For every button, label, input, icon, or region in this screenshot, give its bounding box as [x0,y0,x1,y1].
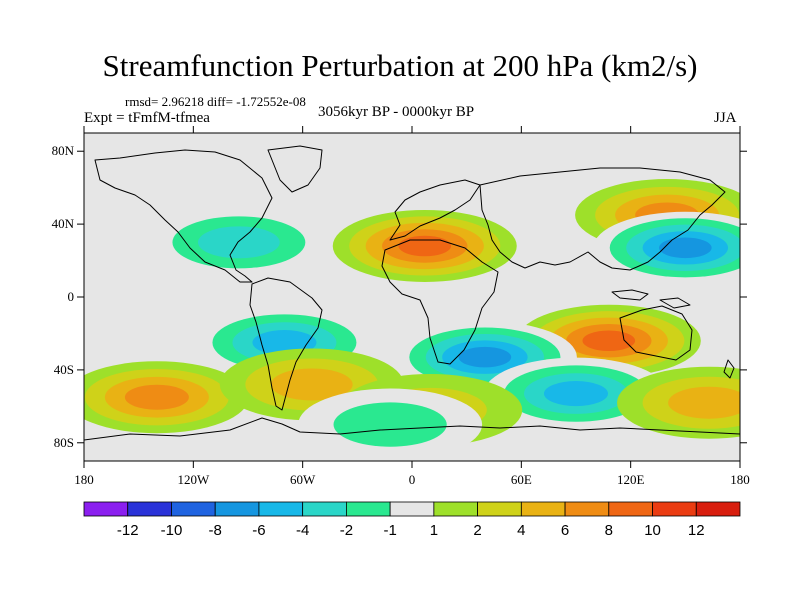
field-region-0 [332,209,517,282]
coastlines [84,145,740,441]
coast-new-guinea [659,297,691,309]
field-contour-2-4 [582,330,636,352]
period-label: 3056kyr BP - 0000kyr BP [318,104,475,120]
y-tick-label-4: 80S [54,435,74,450]
colorbar-label-10: 6 [561,522,569,539]
y-tick-label-2: 0 [68,289,75,304]
x-tick-label-3: 0 [409,472,416,487]
colorbar-label-4: -4 [296,522,309,539]
y-tick-label-1: 40N [52,216,75,231]
axes: 180 120W 60W 0 60E 120E 180 80N 40N 0 40S 80S [52,126,750,487]
colorbar-swatch-7 [389,501,435,517]
field-contour-8-3 [544,381,608,407]
field-region-10 [617,366,740,439]
colorbar-label-3: -6 [252,522,265,539]
field-contour-4-4 [458,346,512,368]
field-region-3 [593,211,740,284]
y-tick-label-3: 40S [54,362,74,377]
colorbar-label-8: 2 [473,522,481,539]
coast-asia [479,167,726,271]
colorbar-label-12: 10 [644,522,661,539]
coast-indonesia [611,289,649,301]
colorbar-label-7: 1 [430,522,438,539]
colorbar-swatch-0 [83,501,129,517]
colorbar-swatch-8 [433,501,479,517]
colorbar-swatch-4 [258,501,304,517]
colorbar-swatch-14 [695,501,741,517]
season-label: JJA [714,110,737,126]
field-region-12 [298,388,483,461]
colorbar-swatch-2 [171,501,216,517]
coast-south-america [249,277,323,411]
colorbar-label-1: -10 [161,522,183,539]
x-tick-label-0: 180 [74,472,94,487]
field-contour-3-4 [659,237,712,259]
colorbar: -12 -10 -8 -6 -4 -2 -1 1 2 4 6 8 10 12 [83,501,741,539]
field-contour-7-3 [124,384,189,410]
field-region-7 [84,361,249,434]
rmsd-diff-stats: rmsd= 2.96218 diff= -1.72552e-08 [125,94,306,109]
colorbar-swatch-1 [127,501,172,517]
field-contour-12-1 [333,402,447,447]
colorbar-label-2: -8 [209,522,222,539]
colorbar-label-9: 4 [517,522,525,539]
colorbar-swatch-12 [608,501,653,517]
colorbar-label-6: -1 [383,522,396,539]
x-tick-label-4: 60E [511,472,532,487]
colorbar-label-11: 8 [605,522,613,539]
field-contour-10-2 [668,386,740,419]
colorbar-swatch-13 [652,501,697,517]
coast-antarctica [84,417,740,441]
coast-north-america [94,149,273,283]
colorbar-swatch-5 [302,501,347,517]
colorbar-swatch-6 [345,501,391,517]
y-tick-label-0: 80N [52,143,75,158]
coast-europe [389,179,481,241]
coast-greenland [267,145,323,193]
colorbar-swatch-11 [564,501,610,517]
experiment-label: Expt = tFmfM-tfmea [84,110,210,126]
x-tick-label-5: 120E [617,472,645,487]
x-tick-label-6: 180 [730,472,750,487]
colorbar-label-5: -2 [340,522,353,539]
colorbar-label-0: -12 [117,522,139,539]
field-region-6 [146,206,331,279]
x-tick-label-2: 60W [290,472,316,487]
colorbar-label-13: 12 [688,522,705,539]
field-contour-0-4 [398,235,452,257]
field-contour-6-2 [198,226,280,259]
colorbar-swatch-9 [477,501,522,517]
coast-new-zealand [723,359,735,379]
x-tick-label-1: 120W [177,472,210,487]
map-title: Streamfunction Perturbation at 200 hPa (… [102,48,698,83]
colorbar-swatch-3 [214,501,260,517]
colorbar-swatch-10 [520,501,566,517]
coast-australia [619,305,693,361]
streamfunction-field [84,179,740,461]
coast-africa [381,239,499,365]
